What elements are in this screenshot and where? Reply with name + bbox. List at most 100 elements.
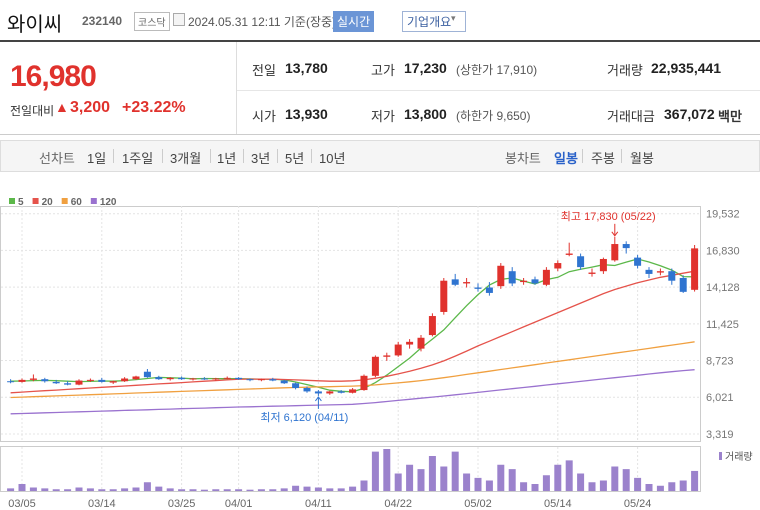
period-tab[interactable]: 1일 <box>87 151 107 166</box>
candle-body <box>326 391 334 394</box>
moving-average-line <box>10 369 695 415</box>
x-tick-label: 05/24 <box>624 498 652 510</box>
period-tab[interactable]: 3년 <box>251 151 271 166</box>
candle-body <box>121 378 129 382</box>
candle-body <box>599 258 607 272</box>
volume-bar <box>98 489 106 491</box>
volume-bar <box>463 473 471 491</box>
candle-body <box>269 379 277 381</box>
candle-body <box>463 282 471 284</box>
candle-tab-active[interactable]: 일봉 <box>554 151 578 166</box>
tab-separator <box>582 149 583 163</box>
candle-body <box>417 337 425 349</box>
annotation-arrowhead <box>315 396 322 402</box>
legend-label: 120 <box>100 197 117 208</box>
candle-body <box>371 356 379 376</box>
volume-bar <box>29 487 37 491</box>
volume-bar <box>292 485 300 491</box>
legend-swatch <box>90 198 97 204</box>
volume-bar <box>542 475 550 491</box>
candle-body <box>337 391 345 393</box>
y-tick-label: 14,128 <box>706 282 740 294</box>
up-arrow: ▲ <box>55 99 69 115</box>
candle-body <box>383 355 391 357</box>
volume-bar <box>668 482 676 491</box>
candle-body <box>668 271 676 281</box>
period-tab[interactable]: 1년 <box>217 151 237 166</box>
candle-tab[interactable]: 주봉 <box>591 151 615 166</box>
period-tab[interactable]: 5년 <box>285 151 305 166</box>
volume-bar <box>428 456 436 491</box>
stat-label: 거래대금 <box>607 109 655 124</box>
candle-body <box>75 380 83 385</box>
volume-bar <box>406 464 414 491</box>
volume-bar <box>337 488 345 491</box>
period-tab[interactable]: 3개월 <box>170 151 202 166</box>
volume-bar <box>64 489 72 491</box>
volume-bar <box>394 473 402 491</box>
candle-body <box>622 244 630 249</box>
volume-bar <box>52 489 60 491</box>
volume-bar <box>200 489 208 491</box>
company-info-button[interactable]: 기업개요 <box>402 11 467 32</box>
volume-bar <box>257 489 265 491</box>
volume-bar <box>565 460 573 491</box>
tab-separator <box>210 149 211 163</box>
stat-label: 저가 <box>371 109 395 124</box>
x-tick-label: 03/05 <box>8 498 36 510</box>
candle-body <box>178 377 186 380</box>
y-tick-label: 8,723 <box>706 356 734 368</box>
y-tick-label: 3,319 <box>706 429 734 441</box>
candle-body <box>565 253 573 255</box>
x-tick-label: 04/22 <box>384 498 412 510</box>
candle-body <box>656 271 664 273</box>
volume-bar <box>622 469 630 491</box>
candle-body <box>679 277 687 292</box>
candle-body <box>531 279 539 284</box>
volume-bar <box>86 488 94 491</box>
volume-bar <box>577 473 585 491</box>
volume-bar <box>212 489 220 491</box>
volume-bar <box>485 480 493 491</box>
candle-body <box>18 379 26 382</box>
stat-value: 13,780 <box>285 60 328 76</box>
candle-body <box>64 383 72 385</box>
volume-bar <box>280 488 288 491</box>
volume-bar <box>109 489 117 491</box>
summary-bottom-rule <box>0 134 760 135</box>
stock-name: 와이씨 <box>7 14 63 36</box>
tab-bar <box>0 140 760 172</box>
realtime-button[interactable]: 실시간 <box>333 11 375 32</box>
y-tick-label: 6,021 <box>706 392 734 404</box>
change-percent: +23.22% <box>122 99 186 116</box>
x-tick-label: 04/01 <box>225 498 253 510</box>
volume-bar <box>178 489 186 491</box>
moving-average-line <box>10 258 695 393</box>
volume-bar <box>303 486 311 491</box>
period-tab[interactable]: 1주일 <box>122 151 154 166</box>
candle-body <box>29 378 37 380</box>
legend-swatch <box>9 198 15 204</box>
volume-bar <box>611 466 619 491</box>
volume-bar <box>417 469 425 491</box>
candle-body <box>520 280 528 283</box>
current-price: 16,980 <box>10 60 97 93</box>
candle-body <box>691 248 699 290</box>
stat-label: 거래량 <box>607 63 643 78</box>
x-tick-label: 03/14 <box>88 498 116 510</box>
candle-body <box>634 257 642 266</box>
volume-bar <box>132 487 140 491</box>
y-tick-label: 19,532 <box>706 209 740 221</box>
volume-bar <box>326 488 334 491</box>
period-tab[interactable]: 10년 <box>319 151 346 166</box>
candle-tab[interactable]: 월봉 <box>630 151 654 166</box>
change-label: 전일대비 <box>10 104 55 118</box>
volume-bar <box>143 482 151 491</box>
candle-body <box>451 279 459 285</box>
candle-body <box>428 316 436 336</box>
volume-bar <box>508 469 516 491</box>
candle-body <box>314 391 322 394</box>
legend-swatch <box>32 198 39 204</box>
